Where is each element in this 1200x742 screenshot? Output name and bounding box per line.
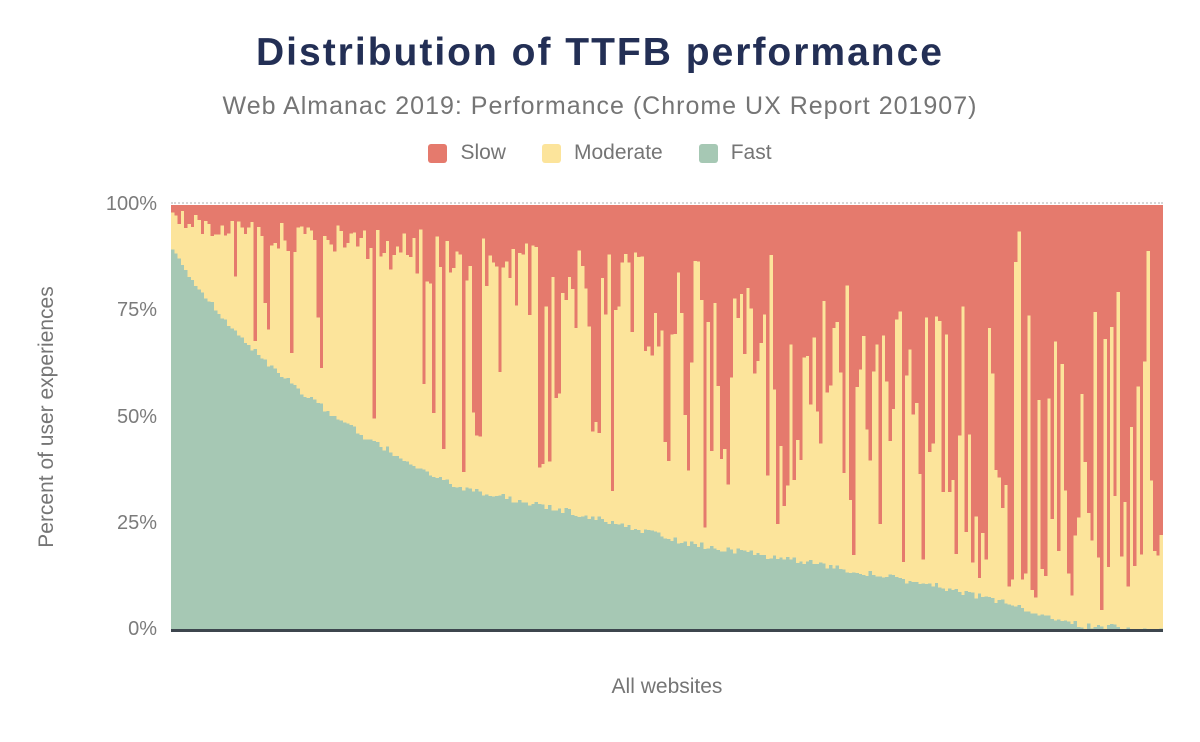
legend: Slow Moderate Fast	[0, 141, 1200, 165]
chart-title: Distribution of TTFB performance	[256, 31, 944, 74]
y-tick-25: 25%	[116, 511, 157, 534]
legend-item-moderate: Moderate	[541, 141, 663, 165]
legend-swatch-slow-icon	[428, 143, 448, 163]
legend-swatch-fast-icon	[698, 143, 718, 163]
legend-item-fast: Fast	[698, 141, 772, 165]
x-axis-title: All websites	[611, 675, 723, 698]
y-axis-ticks: 100% 75% 50% 25% 0%	[0, 193, 157, 640]
legend-label-fast: Fast	[730, 141, 772, 164]
y-tick-100: 100%	[105, 193, 157, 216]
legend-label-slow: Slow	[460, 141, 506, 164]
x-axis-line	[171, 629, 1163, 632]
legend-item-slow: Slow	[428, 141, 506, 165]
top-gridline	[171, 202, 1163, 204]
bars-canvas	[171, 205, 1163, 630]
y-tick-50: 50%	[116, 405, 157, 428]
y-tick-0: 0%	[128, 618, 157, 641]
legend-swatch-moderate-icon	[541, 143, 561, 163]
chart-subtitle: Web Almanac 2019: Performance (Chrome UX…	[222, 92, 978, 120]
legend-label-moderate: Moderate	[573, 141, 663, 164]
y-tick-75: 75%	[116, 299, 157, 322]
stacked-bar-plot	[171, 205, 1163, 630]
